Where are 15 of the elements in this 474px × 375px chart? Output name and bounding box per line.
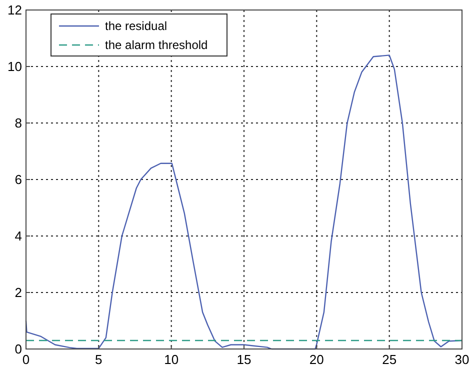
x-tick-label: 5 [95, 352, 102, 367]
y-tick-label: 4 [14, 228, 22, 244]
y-tick-label: 10 [8, 59, 22, 74]
x-tick-label: 15 [236, 352, 252, 367]
y-tick-label: 6 [14, 172, 22, 187]
y-tick-label: 0 [14, 342, 22, 356]
y-tick-label: 2 [14, 285, 22, 300]
legend-label: the residual [105, 19, 168, 33]
y-tick-label: 8 [14, 116, 22, 130]
x-tick-label: 20 [309, 352, 324, 367]
x-tick-label: 10 [164, 352, 179, 367]
x-tick-label: 30 [454, 352, 470, 367]
legend-label: the alarm threshold [105, 38, 208, 52]
y-tick-label: 12 [8, 2, 22, 18]
x-tick-label: 25 [382, 352, 397, 367]
